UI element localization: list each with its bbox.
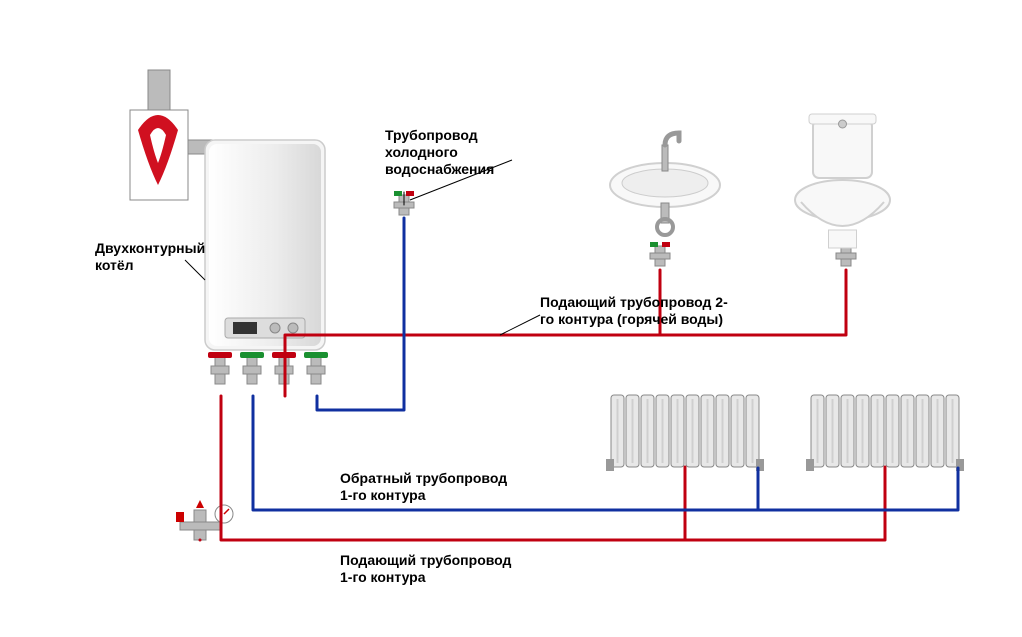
heating-diagram — [0, 0, 1022, 637]
label-cold-supply: Трубопровод холодного водоснабжения — [385, 127, 494, 177]
label-boiler: Двухконтурный котёл — [95, 240, 205, 274]
label-return-loop: Обратный трубопровод 1-го контура — [340, 470, 507, 504]
label-supply-loop: Подающий трубопровод 1-го контура — [340, 552, 511, 586]
label-hot-supply: Подающий трубопровод 2- го контура (горя… — [540, 294, 728, 328]
